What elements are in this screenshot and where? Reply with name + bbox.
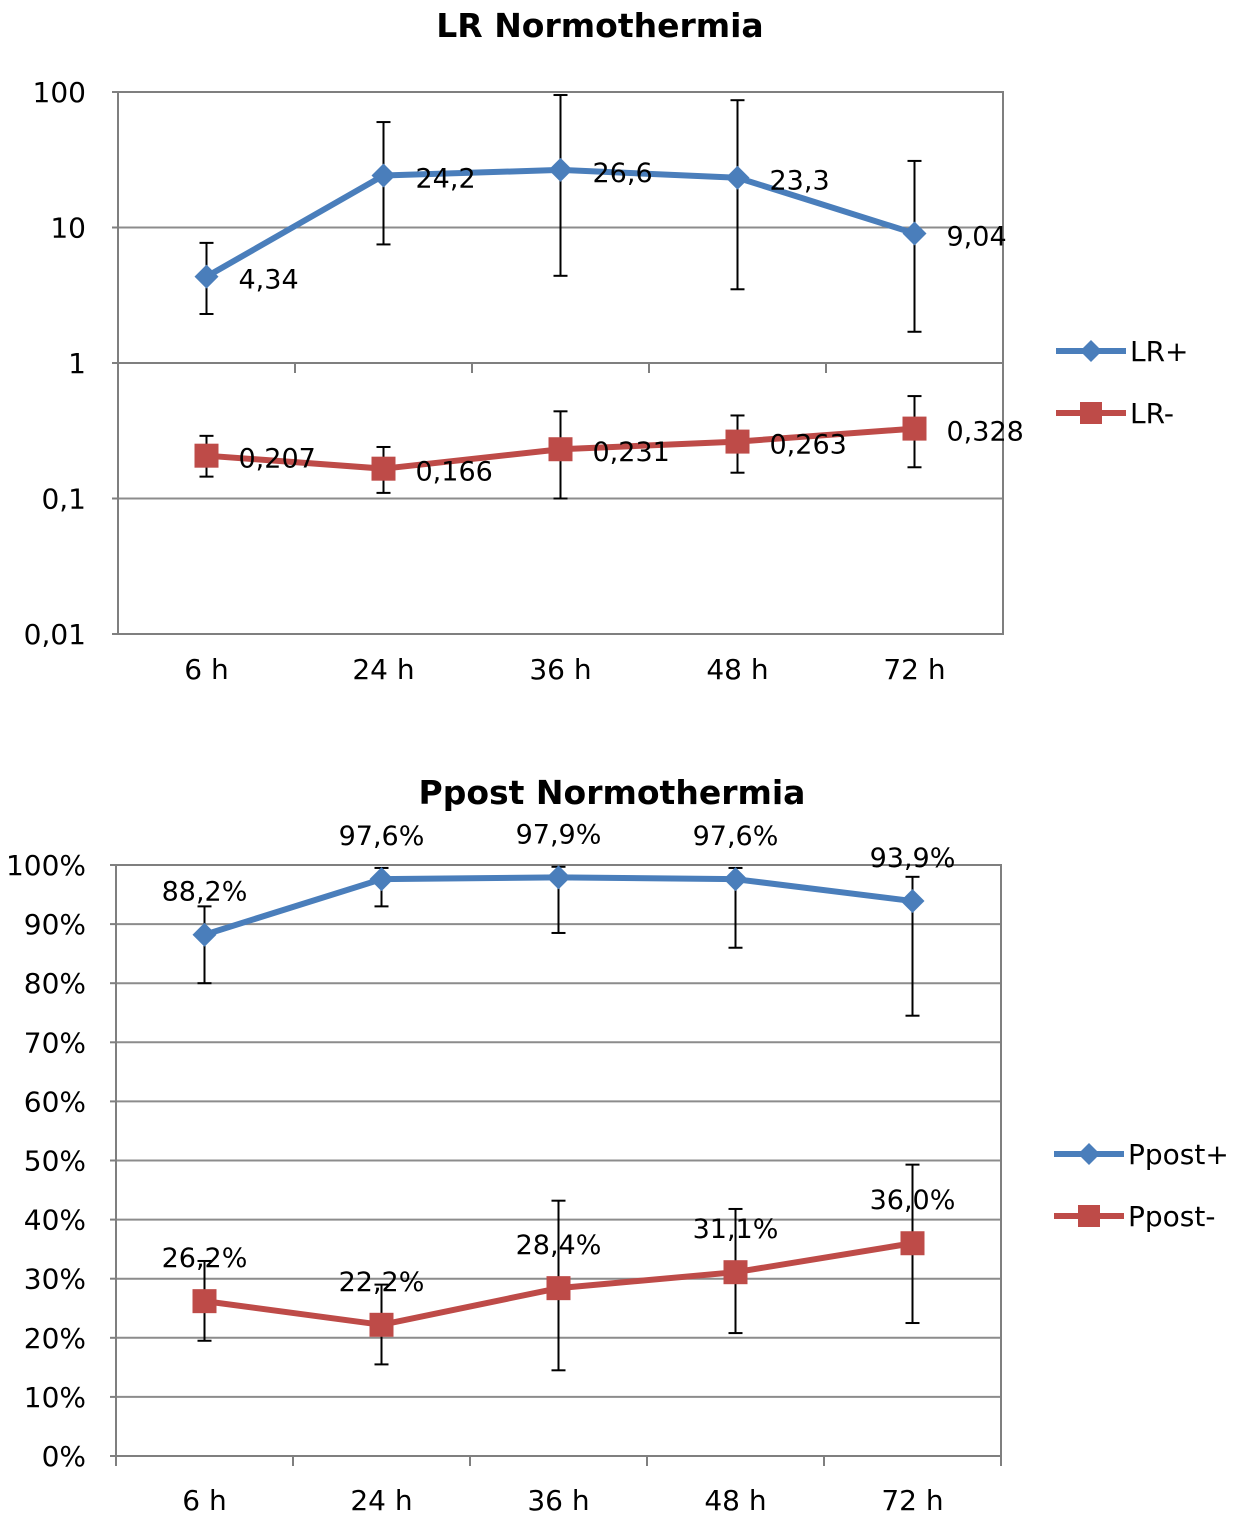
ppost-axes: 0% 10% 20% 30% 40% 50% 60% 70% 80% 90% 100% 6 h 24 h…	[6, 849, 1002, 1515]
ppost-y-tick-label: 70%	[24, 1026, 86, 1059]
lr-x-tick-label: 6 h	[184, 653, 228, 686]
legend-marker-square	[1080, 402, 1102, 424]
lr-x-tick-label: 72 h	[883, 653, 945, 686]
data-point-square	[900, 1231, 925, 1256]
data-point-square	[723, 1260, 748, 1285]
data-label: 22,2%	[339, 1267, 425, 1298]
ppost-y-tick-label: 60%	[24, 1085, 86, 1118]
lr-series-0: 4,34 24,2 26,6 23,3 9,04	[194, 94, 1007, 333]
data-point-square	[902, 416, 927, 441]
data-label: 0,231	[593, 437, 670, 468]
ppost-y-tick-label: 100%	[6, 849, 86, 882]
lr-y-tick-label: 0,1	[41, 483, 86, 516]
legend-entry: Ppost-	[1054, 1200, 1215, 1233]
lr-series: 4,34 24,2 26,6 23,3 9,04 0,207 0,166 0,231 0,263…	[194, 94, 1024, 500]
legend-label: LR+	[1130, 335, 1189, 368]
lr-y-tick-label: 1	[68, 347, 86, 380]
ppost-x-tick-label: 72 h	[881, 1484, 943, 1515]
legend-label: LR-	[1130, 397, 1174, 430]
data-point-diamond	[369, 867, 394, 892]
data-label: 23,3	[770, 166, 830, 197]
lr-x-tick-label: 48 h	[706, 653, 768, 686]
ppost-x-tick-label: 6 h	[182, 1484, 226, 1515]
data-point-diamond	[723, 867, 748, 892]
data-point-diamond	[192, 922, 217, 947]
data-point-square	[192, 1289, 217, 1314]
legend-label: Ppost-	[1128, 1200, 1215, 1233]
legend-marker-diamond	[1078, 1143, 1100, 1165]
legend-label: Ppost+	[1128, 1138, 1229, 1171]
ppost-series-0: 88,2% 97,6% 97,9% 97,6% 93,9%	[162, 819, 956, 1017]
data-label: 31,1%	[693, 1214, 779, 1245]
data-point-square	[369, 1312, 394, 1337]
data-point-diamond	[371, 163, 396, 188]
lr-y-tick-label: 0,01	[24, 618, 86, 651]
lr-series-1: 0,207 0,166 0,231 0,263 0,328	[194, 395, 1024, 500]
lr-y-tick-label: 100	[33, 76, 86, 109]
data-label: 26,2%	[162, 1243, 248, 1274]
data-label: 0,263	[770, 430, 847, 461]
ppost-y-tick-label: 0%	[42, 1440, 86, 1473]
data-label: 93,9%	[870, 843, 956, 874]
data-label: 4,34	[239, 265, 299, 296]
data-point-square	[548, 437, 573, 462]
data-point-diamond	[725, 165, 750, 190]
ppost-series: 88,2% 97,6% 97,9% 97,6% 93,9% 26,2% 22,2% 28,4%…	[162, 819, 956, 1372]
ppost-x-tick-label: 24 h	[350, 1484, 412, 1515]
data-label: 88,2%	[162, 877, 248, 908]
data-point-diamond	[900, 889, 925, 914]
ppost-y-tick-label: 30%	[24, 1263, 86, 1296]
data-label: 26,6	[593, 158, 653, 189]
data-label: 97,9%	[516, 819, 602, 850]
data-label: 97,6%	[339, 821, 425, 852]
ppost-legend: Ppost+ Ppost-	[1054, 1138, 1229, 1233]
lr-y-tick-label: 10	[50, 212, 86, 245]
data-point-square	[725, 429, 750, 454]
data-point-square	[371, 456, 396, 481]
data-point-diamond	[546, 865, 571, 890]
data-point-square	[194, 443, 219, 468]
data-label: 97,6%	[693, 821, 779, 852]
lr-axes: 0,01 0,1 1 10 100 6 h 24 h 36 h 48 h 72 h	[24, 76, 1004, 686]
legend-entry: Ppost+	[1054, 1138, 1229, 1171]
legend-marker-diamond	[1080, 340, 1102, 362]
ppost-series-1: 26,2% 22,2% 28,4% 31,1% 36,0%	[162, 1163, 956, 1372]
ppost-y-tick-label: 50%	[24, 1145, 86, 1178]
data-point-diamond	[548, 157, 573, 182]
ppost-x-tick-label: 48 h	[704, 1484, 766, 1515]
ppost-y-tick-label: 40%	[24, 1204, 86, 1237]
data-point-diamond	[194, 264, 219, 289]
data-label: 0,207	[239, 444, 316, 475]
lr-chart: LR Normothermia 0,01 0,1 1 10 100 6 h 24 h 36 h…	[24, 6, 1189, 686]
ppost-y-tick-label: 10%	[24, 1381, 86, 1414]
ppost-y-tick-label: 20%	[24, 1322, 86, 1355]
legend-entry: LR-	[1056, 397, 1174, 430]
lr-x-tick-label: 36 h	[529, 653, 591, 686]
data-label: 0,166	[416, 457, 493, 488]
data-label: 0,328	[947, 417, 1024, 448]
data-label: 24,2	[416, 163, 476, 194]
data-point-square	[546, 1276, 571, 1301]
legend-entry: LR+	[1056, 335, 1189, 368]
data-label: 28,4%	[516, 1230, 602, 1261]
lr-chart-title: LR Normothermia	[436, 6, 763, 45]
lr-x-tick-label: 24 h	[352, 653, 414, 686]
lr-legend: LR+ LR-	[1056, 335, 1189, 430]
ppost-x-tick-label: 36 h	[527, 1484, 589, 1515]
data-point-diamond	[902, 221, 927, 246]
data-label: 9,04	[947, 221, 1007, 252]
ppost-y-tick-label: 90%	[24, 908, 86, 941]
ppost-chart-title: Ppost Normothermia	[419, 773, 806, 812]
ppost-y-tick-label: 80%	[24, 967, 86, 1000]
legend-marker-square	[1078, 1205, 1100, 1227]
ppost-chart: Ppost Normothermia 0% 10% 20% 30% 40% 50% 60% 7…	[6, 773, 1229, 1515]
data-label: 36,0%	[870, 1185, 956, 1216]
